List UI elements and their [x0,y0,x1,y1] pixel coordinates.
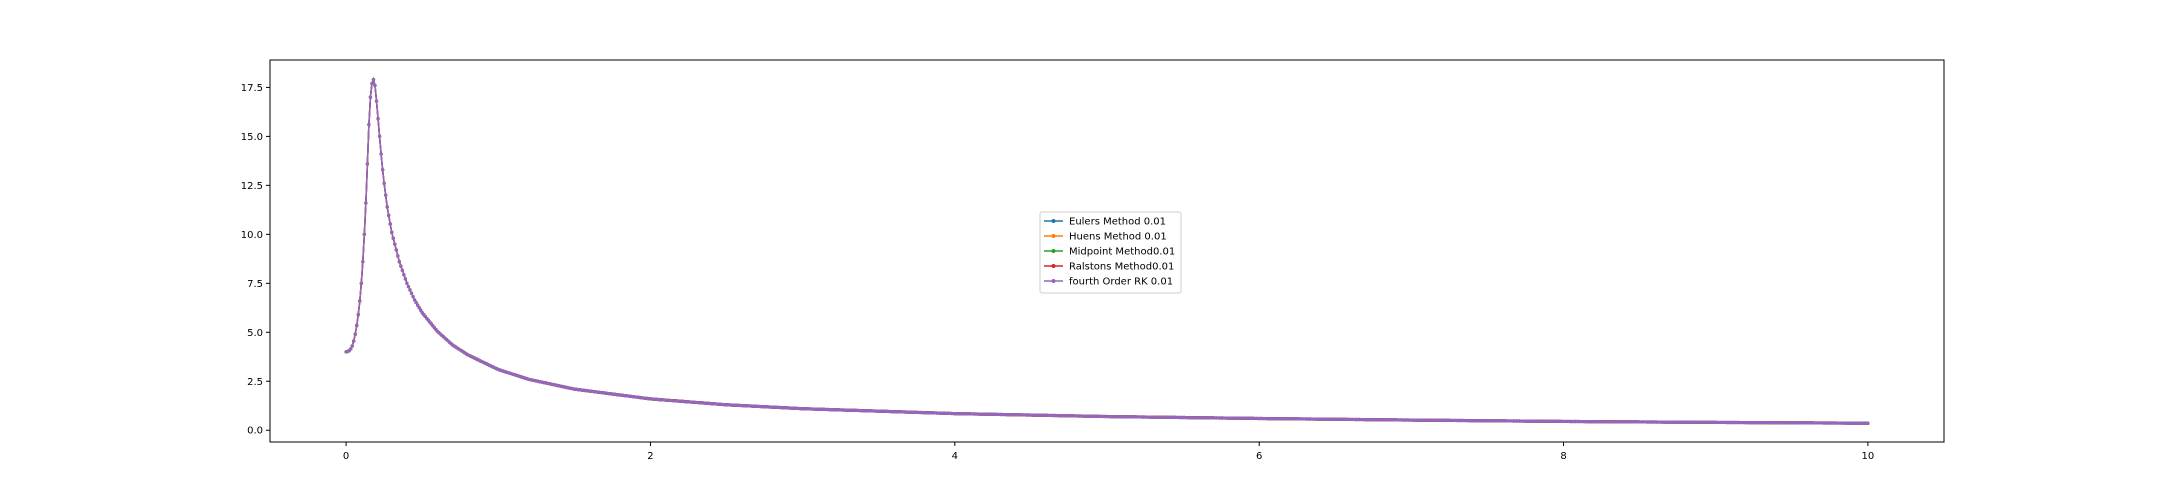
series-point [417,306,421,310]
series-point [393,242,397,246]
series-point [396,254,400,258]
series-point [359,281,363,285]
series-point [376,117,380,121]
series-point [362,232,366,236]
series-point [385,205,389,209]
series-point [400,268,404,272]
series-point [381,168,385,172]
series-point [368,95,373,99]
series-point [384,193,388,197]
series-point [403,277,408,281]
series-point [350,344,354,348]
series-point [349,347,353,351]
series-point [361,260,365,264]
series-point [367,123,371,127]
series-point [397,260,401,264]
series-point [358,299,362,303]
series-point [390,230,394,234]
series-point [370,81,374,86]
series-layer [344,77,1870,425]
series-point [353,332,357,336]
series-point [355,323,359,328]
series-point [416,303,420,307]
series-point [365,162,369,166]
series-point [388,222,392,226]
series-point [371,77,376,82]
series-point [379,152,383,156]
series-point [391,236,395,240]
series-point [406,285,411,289]
series-point [394,248,398,252]
series-point [374,99,379,103]
series-point [352,339,356,343]
series-point [405,281,409,285]
series-point [356,313,360,317]
series-point [399,264,403,268]
series-point [382,181,386,186]
series-point [408,288,412,292]
series-point [373,83,377,88]
series-point [402,273,406,277]
series-point [414,300,418,305]
series-point [419,308,423,312]
series-point [412,298,417,302]
series-point [387,213,391,218]
series-point [377,134,382,138]
series-5 [344,77,1870,425]
series-point [409,291,414,295]
series-point [364,201,368,205]
series-point [411,295,415,299]
